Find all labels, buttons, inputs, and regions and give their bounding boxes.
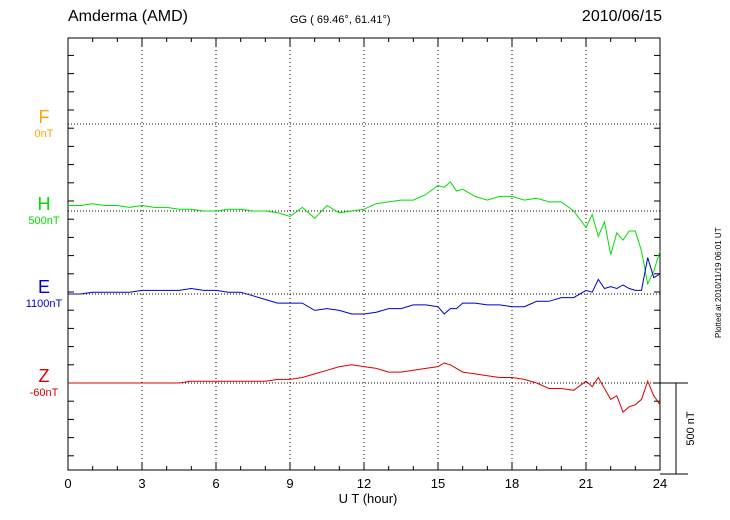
x-tick-label: 9 [286,476,293,491]
series-line-e [68,257,661,315]
geographic-coordinates: GG ( 69.46°, 61.41°) [290,14,391,26]
component-name: Z [38,366,50,386]
scale-bar-label: 500 nT [685,411,697,446]
x-tick-label: 18 [505,476,519,491]
x-axis-label: U T (hour) [339,491,398,506]
x-tick-label: 15 [431,476,445,491]
grid-lines [68,38,660,470]
component-name: E [37,277,50,297]
component-baseline: 1100nT [25,298,63,310]
x-tick-label: 21 [579,476,593,491]
component-label-f: F 0nT [14,108,74,140]
scale-bar [660,382,688,475]
component-name: H [37,194,51,214]
component-baseline: -60nT [29,387,59,399]
x-tick-label: 3 [138,476,145,491]
series-layer [68,181,661,413]
component-baseline: 500nT [28,215,60,227]
x-tick-labels: 0 3 6 9 12 15 18 21 24 [64,476,667,491]
plotted-timestamp: Plotted at 2010/11/19 06:01 UT [714,227,723,338]
component-label-h: H 500nT [14,195,74,227]
axis-ticks [67,38,661,470]
component-baseline: 0nT [34,128,54,140]
x-tick-label: 12 [357,476,371,491]
component-name: F [38,107,50,127]
component-label-z: Z -60nT [14,367,74,399]
station-title: Amderma (AMD) [68,8,189,25]
date-label: 2010/06/15 [581,8,662,25]
x-tick-label: 24 [653,476,667,491]
x-tick-label: 0 [64,476,71,491]
series-line-h [68,181,661,286]
component-label-e: E 1100nT [14,278,74,310]
x-tick-label: 6 [212,476,219,491]
series-line-z [68,362,661,413]
